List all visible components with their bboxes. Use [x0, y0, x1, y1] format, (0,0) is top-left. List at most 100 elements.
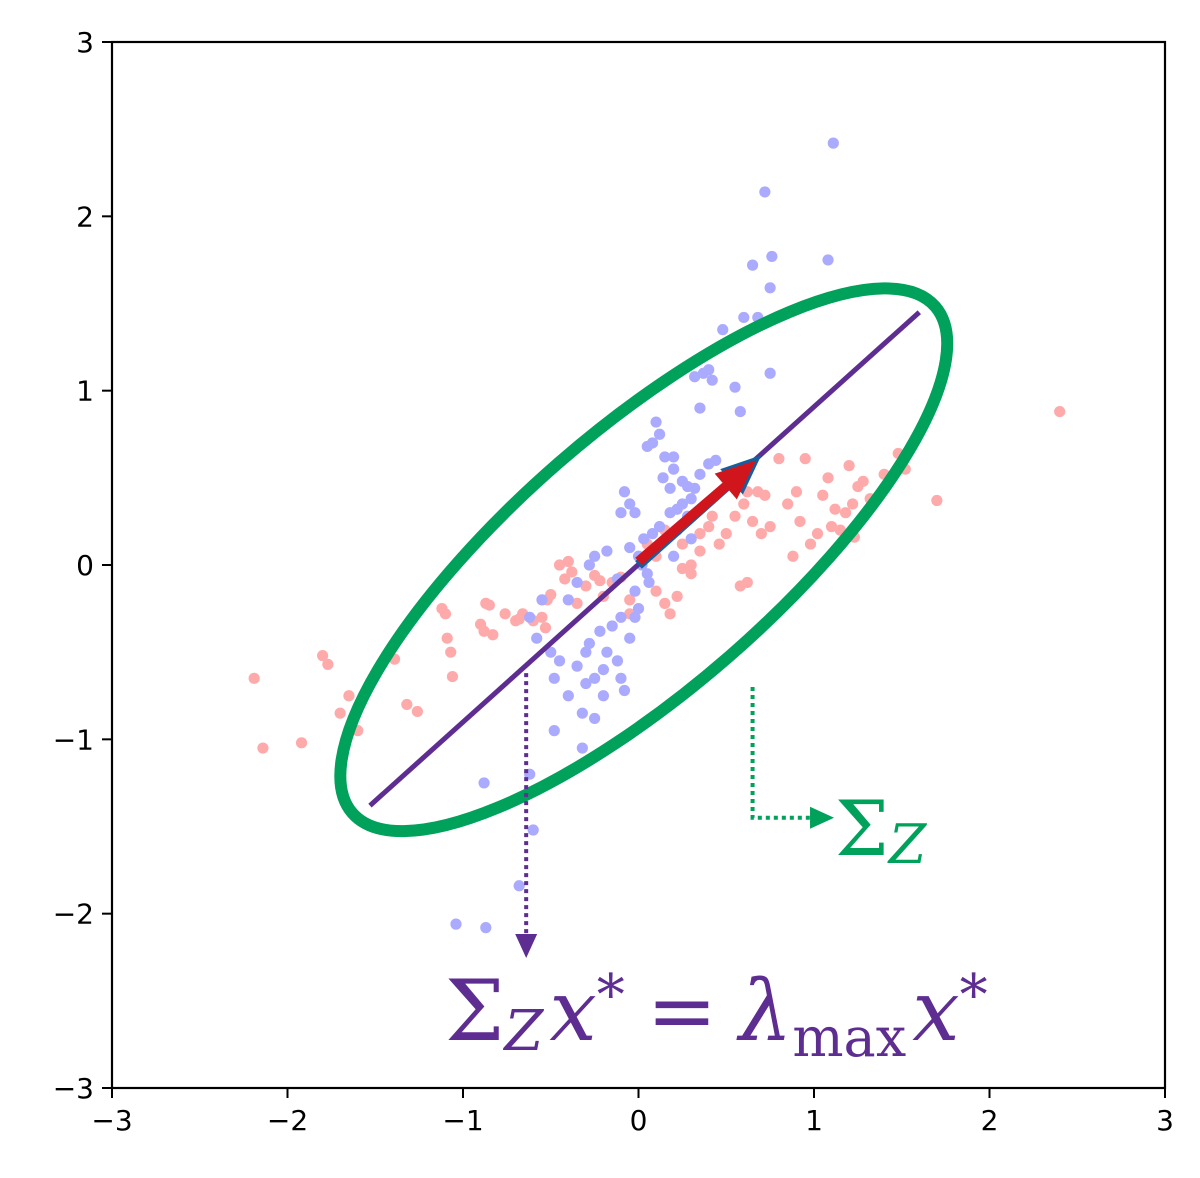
eq-x2: x	[912, 962, 959, 1060]
point-series-1	[322, 658, 334, 670]
point-series-2	[629, 611, 641, 623]
point-series-1	[713, 538, 725, 550]
y-tick-label: −2	[53, 898, 94, 931]
point-series-2	[685, 533, 697, 545]
point-series-1	[790, 486, 803, 498]
point-series-2	[629, 507, 641, 519]
point-series-1	[811, 528, 824, 540]
point-series-2	[685, 493, 697, 505]
point-series-2	[764, 367, 776, 379]
point-series-2	[548, 672, 560, 684]
point-series-2	[589, 712, 601, 725]
eq-star2: *	[960, 963, 988, 1028]
point-series-2	[478, 777, 490, 789]
eq-sigma-sub: Z	[502, 999, 544, 1064]
point-series-1	[676, 538, 688, 550]
point-series-1	[822, 472, 834, 484]
scatter-points	[248, 137, 1066, 934]
x-tick-label: −3	[91, 1104, 132, 1137]
point-series-1	[566, 566, 578, 578]
point-series-2	[450, 918, 462, 930]
point-series-2	[689, 371, 701, 383]
point-series-2	[615, 611, 627, 623]
point-series-2	[653, 428, 666, 440]
point-series-2	[571, 576, 583, 589]
eq-x: x	[549, 962, 596, 1060]
eq-star: *	[597, 963, 625, 1028]
point-series-1	[759, 489, 771, 501]
point-series-1	[295, 737, 308, 749]
point-series-2	[594, 625, 606, 637]
point-series-2	[480, 922, 492, 934]
point-series-1	[562, 555, 574, 568]
point-series-1	[787, 550, 799, 562]
eq-lambda-sub: max	[792, 1006, 906, 1069]
point-series-1	[685, 559, 697, 571]
point-series-2	[822, 254, 834, 266]
point-series-2	[513, 880, 525, 892]
x-tick-label: 0	[630, 1104, 648, 1137]
point-series-1	[536, 611, 548, 623]
point-series-2	[624, 541, 636, 554]
point-series-2	[668, 550, 680, 562]
point-series-2	[632, 602, 645, 615]
point-series-1	[439, 608, 452, 620]
point-series-1	[694, 528, 706, 540]
point-series-2	[827, 137, 839, 149]
point-series-1	[703, 521, 715, 533]
point-series-1	[624, 594, 636, 606]
y-tick-label: 1	[76, 375, 94, 408]
point-series-1	[659, 597, 671, 609]
point-series-2	[615, 507, 627, 519]
point-series-1	[694, 545, 706, 557]
point-series-1	[545, 589, 557, 601]
point-series-2	[668, 463, 680, 475]
sigma-symbol: Σ	[835, 784, 889, 873]
point-series-2	[738, 311, 750, 324]
point-series-2	[746, 259, 759, 271]
point-series-2	[734, 405, 746, 418]
point-series-1	[483, 599, 495, 611]
point-series-2	[664, 507, 676, 519]
point-series-1	[539, 622, 552, 634]
overlay-shapes	[334, 282, 954, 959]
point-series-1	[553, 559, 566, 571]
point-series-2	[624, 632, 636, 644]
point-series-2	[766, 250, 778, 263]
y-tick-label: 2	[76, 200, 94, 233]
point-series-1	[559, 573, 571, 585]
point-series-2	[611, 655, 624, 667]
point-series-2	[759, 186, 771, 198]
point-series-2	[618, 684, 631, 697]
point-series-1	[580, 580, 592, 592]
point-series-1	[664, 608, 676, 620]
point-series-1	[706, 510, 718, 522]
point-series-2	[536, 594, 548, 606]
point-series-2	[641, 568, 653, 580]
y-tick-label: −3	[53, 1072, 94, 1105]
point-series-1	[773, 453, 785, 465]
point-series-1	[720, 528, 732, 540]
point-series-2	[659, 451, 671, 463]
point-series-2	[615, 672, 627, 684]
point-series-2	[646, 528, 659, 540]
y-tick-label: 0	[76, 549, 94, 582]
point-series-1	[734, 580, 746, 592]
point-series-1	[847, 498, 859, 510]
point-series-1	[487, 629, 499, 641]
point-series-2	[606, 620, 618, 632]
point-series-2	[531, 632, 543, 644]
point-series-1	[746, 515, 759, 528]
point-series-2	[729, 381, 741, 393]
eigen-arrow-shaft-2	[635, 482, 730, 566]
point-series-2	[641, 440, 653, 453]
point-series-2	[624, 498, 636, 510]
point-series-2	[576, 707, 588, 719]
point-series-2	[689, 482, 701, 494]
point-series-2	[703, 364, 715, 376]
point-series-2	[583, 637, 595, 650]
point-series-1	[499, 608, 511, 620]
pointer-head-2	[810, 806, 835, 829]
point-series-2	[545, 646, 557, 658]
point-series-1	[676, 562, 688, 575]
